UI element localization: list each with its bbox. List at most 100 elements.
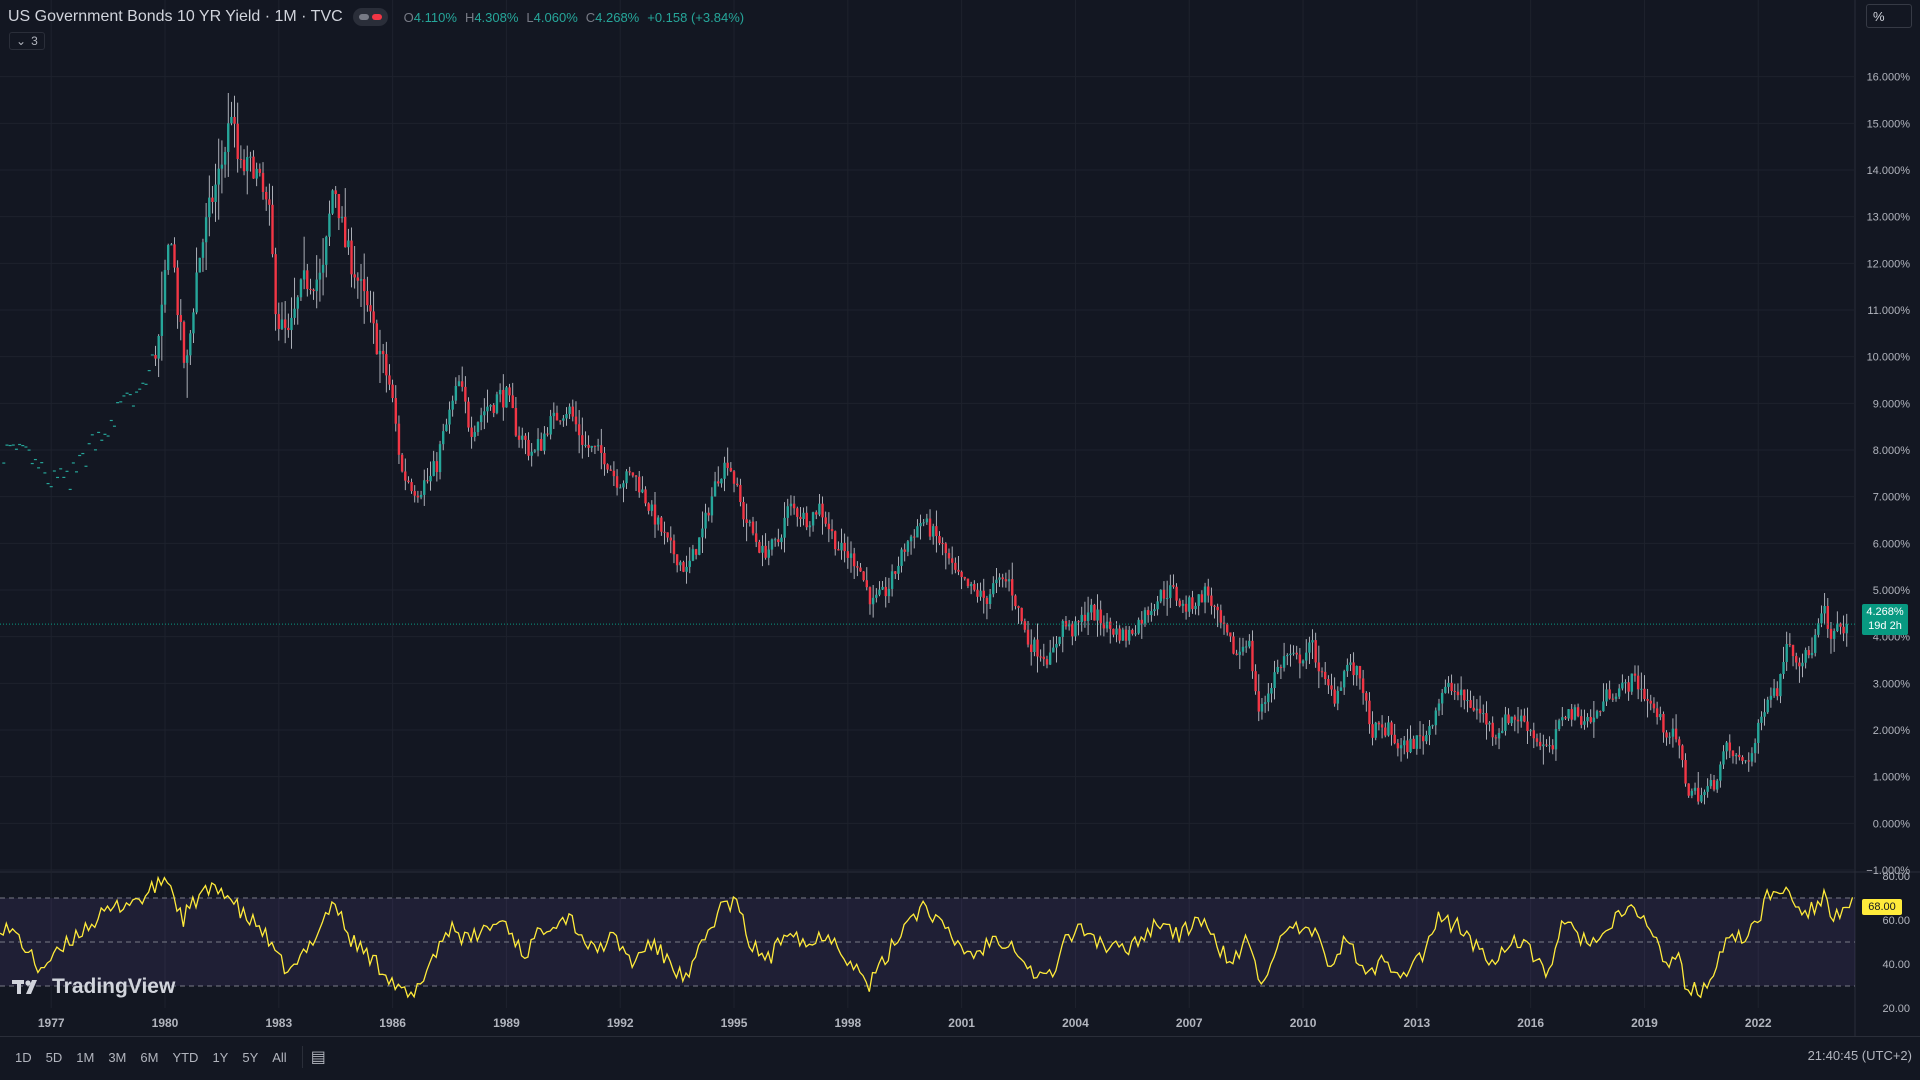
candle-body [1178, 600, 1181, 606]
candle-body [1219, 610, 1223, 623]
candle-body [1412, 738, 1415, 749]
candle-body [751, 521, 755, 534]
range-3m-button[interactable]: 3M [108, 1049, 127, 1065]
candle-body [1384, 727, 1387, 736]
candle-body [679, 562, 682, 566]
candle-body [600, 445, 603, 453]
candle-body [1617, 688, 1621, 697]
indicators-toggle-button[interactable]: ⌄ 3 [9, 32, 45, 50]
candle-body [644, 489, 647, 504]
symbol-title[interactable]: US Government Bonds 10 YR Yield · 1M · T… [8, 8, 343, 25]
candle-body [1753, 743, 1757, 754]
candle-body [1396, 743, 1400, 749]
candle-body [713, 481, 717, 497]
candle-body [1090, 604, 1093, 613]
candle-body [527, 439, 530, 456]
candle-body [653, 504, 657, 525]
candle-body [1175, 586, 1178, 601]
candle-body [287, 327, 290, 331]
candle-body [1232, 636, 1235, 654]
candle-body [897, 565, 900, 574]
candle-body [1627, 682, 1630, 692]
candle-body [1282, 656, 1286, 668]
candle-body [290, 317, 293, 331]
candle-body [1760, 716, 1763, 723]
candle-body [369, 305, 372, 312]
candle-body [1532, 730, 1536, 739]
range-6m-button[interactable]: 6M [140, 1049, 159, 1065]
candle-body [622, 483, 625, 488]
candle-body [663, 531, 666, 533]
candle-body [950, 558, 954, 563]
candle-body [789, 503, 793, 507]
price-tick-label: 14.000% [1867, 165, 1911, 177]
candle-body [558, 420, 562, 422]
range-1d-button[interactable]: 1D [15, 1049, 32, 1065]
candle-body [1836, 623, 1839, 632]
candle-body [419, 494, 423, 498]
scale-unit-button[interactable]: % [1866, 4, 1912, 28]
scale-unit-label: % [1873, 9, 1885, 24]
market-status-badge[interactable] [352, 8, 388, 26]
candle-body [1478, 708, 1482, 714]
candle-body [1048, 652, 1052, 665]
candle-body [318, 272, 322, 280]
candle-body [985, 597, 989, 604]
candle-body [1235, 653, 1238, 655]
candle-body [236, 123, 239, 159]
candle-body [1165, 597, 1169, 599]
candle-body [410, 482, 413, 492]
candle-body [856, 566, 859, 568]
price-tick-label: 15.000% [1867, 118, 1911, 130]
candle-body [1314, 640, 1317, 663]
candle-body [1766, 699, 1769, 713]
candle-body [498, 389, 502, 395]
candle-body [1358, 666, 1362, 679]
candle-body [868, 587, 872, 605]
candle-body [508, 387, 511, 396]
goto-date-icon[interactable]: ▤ [310, 1049, 326, 1066]
candle-body [1807, 650, 1811, 656]
candle-body [511, 395, 514, 408]
candle-body [707, 512, 710, 516]
candle-body [1845, 624, 1848, 634]
candle-body [1636, 675, 1640, 690]
candle-body [1336, 690, 1340, 704]
candle-body [748, 521, 752, 523]
candle-body [900, 549, 903, 566]
candle-body [1276, 666, 1279, 673]
candle-body [489, 405, 492, 407]
candle-body [1254, 671, 1257, 692]
range-5d-button[interactable]: 5D [45, 1049, 63, 1065]
candle-body [672, 540, 676, 555]
candle-body [1377, 722, 1381, 725]
candle-body [1488, 722, 1491, 725]
candle-body [1042, 656, 1046, 660]
candle-body [979, 590, 982, 597]
candle-body [995, 579, 998, 584]
candle-body [1159, 589, 1162, 602]
range-1y-button[interactable]: 1Y [212, 1049, 229, 1065]
candle-body [821, 503, 824, 518]
candle-body [1033, 639, 1036, 653]
candle-body [1472, 707, 1475, 711]
candle-body [1548, 745, 1551, 747]
candle-body [641, 489, 644, 493]
range-all-button[interactable]: All [272, 1049, 287, 1065]
candle-body [1390, 722, 1393, 735]
candle-body [1333, 689, 1336, 704]
candle-body [919, 523, 922, 527]
candle-body [780, 537, 783, 543]
candle-body [543, 433, 546, 451]
price-tick-label: −1.000% [1866, 865, 1910, 877]
candle-body [274, 254, 277, 315]
candle-body [394, 398, 397, 424]
range-1m-button[interactable]: 1M [76, 1049, 95, 1065]
candle-body [976, 589, 979, 597]
tradingview-logo[interactable]: TradingView [12, 975, 175, 999]
range-5y-button[interactable]: 5Y [242, 1049, 259, 1065]
range-ytd-button[interactable]: YTD [172, 1049, 199, 1065]
clock[interactable]: 21:40:45 (UTC+2) [1807, 1048, 1912, 1063]
candle-body [552, 412, 556, 417]
